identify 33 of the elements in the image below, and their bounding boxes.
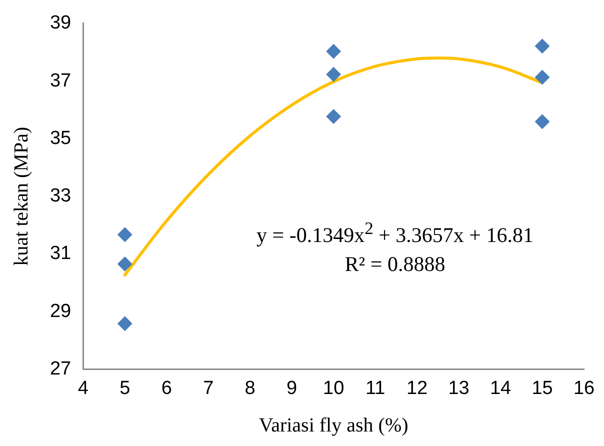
y-tick-label: 39 [50,12,72,34]
point [117,256,132,272]
x-tick-label: 7 [203,378,214,399]
x-tick-label: 15 [532,378,553,399]
point [534,70,550,85]
x-tick-label: 14 [490,378,512,399]
x-tick-label: 11 [365,378,386,399]
x-tick-label: 13 [448,378,470,399]
y-tick-label: 33 [50,186,72,207]
point [326,66,342,82]
point [117,316,132,332]
x-axis-title: Variasi fly ash (%) [258,414,408,436]
point [534,38,550,54]
x-tick-label: 4 [78,378,89,399]
y-tick-label: 31 [50,243,72,264]
x-tick-label: 6 [161,378,172,399]
annotation: y = -0.1349x$^{2}$ + 3.3657x + 16.81 [255,217,535,249]
annotation: R² = 0.8888 [344,251,446,278]
point [326,44,342,59]
x-tick-label: 12 [406,378,428,399]
point [534,114,550,130]
y-tick-label: 37 [50,70,72,92]
point [117,227,132,242]
y-tick-label: 29 [50,300,72,322]
y-tick-label: 27 [50,358,72,380]
y-tick-label: 35 [50,128,72,149]
x-tick-label: 16 [573,378,595,399]
point [326,108,342,124]
y-axis-title: kuat tekan (MPa) [10,126,32,266]
x-tick-label: 10 [322,378,344,399]
x-tick-label: 8 [244,378,256,399]
x-tick-label: 5 [120,378,130,399]
x-tick-label: 9 [286,378,298,399]
